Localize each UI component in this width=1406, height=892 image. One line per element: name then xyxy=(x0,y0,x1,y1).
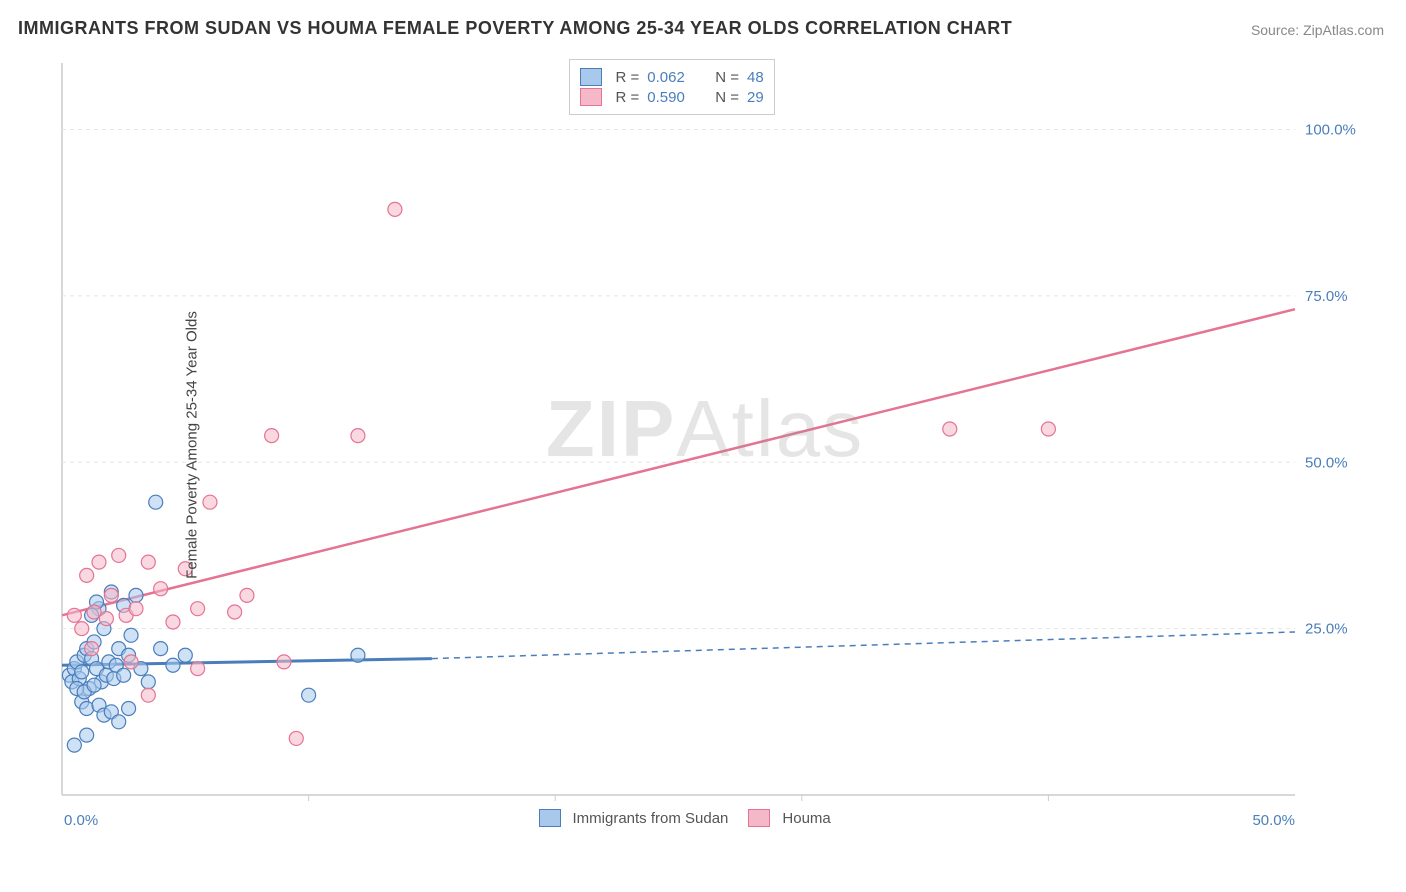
x-tick-label: 0.0% xyxy=(64,812,98,829)
y-tick-label: 25.0% xyxy=(1305,621,1348,638)
legend-swatch xyxy=(580,88,602,106)
source-link[interactable]: Source: ZipAtlas.com xyxy=(1251,22,1384,38)
x-tick-label: 50.0% xyxy=(1252,812,1295,829)
legend-label: Immigrants from Sudan xyxy=(573,810,729,827)
y-tick-label: 100.0% xyxy=(1305,122,1356,139)
legend-label: Houma xyxy=(782,810,830,827)
chart-title: IMMIGRANTS FROM SUDAN VS HOUMA FEMALE PO… xyxy=(18,18,1012,39)
y-tick-label: 75.0% xyxy=(1305,288,1348,305)
series-legend: Immigrants from Sudan Houma xyxy=(539,809,831,827)
legend-swatch xyxy=(748,809,770,827)
correlation-legend: R =0.062N =48R =0.590N =29 xyxy=(569,59,775,115)
y-axis-label: Female Poverty Among 25-34 Year Olds xyxy=(183,311,200,579)
legend-swatch xyxy=(580,68,602,86)
legend-swatch xyxy=(539,809,561,827)
plot-area: Female Poverty Among 25-34 Year Olds 25.… xyxy=(50,55,1360,835)
scatter-chart: 25.0% 50.0% 75.0% 100.0% 0.0% 50.0% xyxy=(50,55,1360,835)
y-tick-label: 50.0% xyxy=(1305,454,1348,471)
